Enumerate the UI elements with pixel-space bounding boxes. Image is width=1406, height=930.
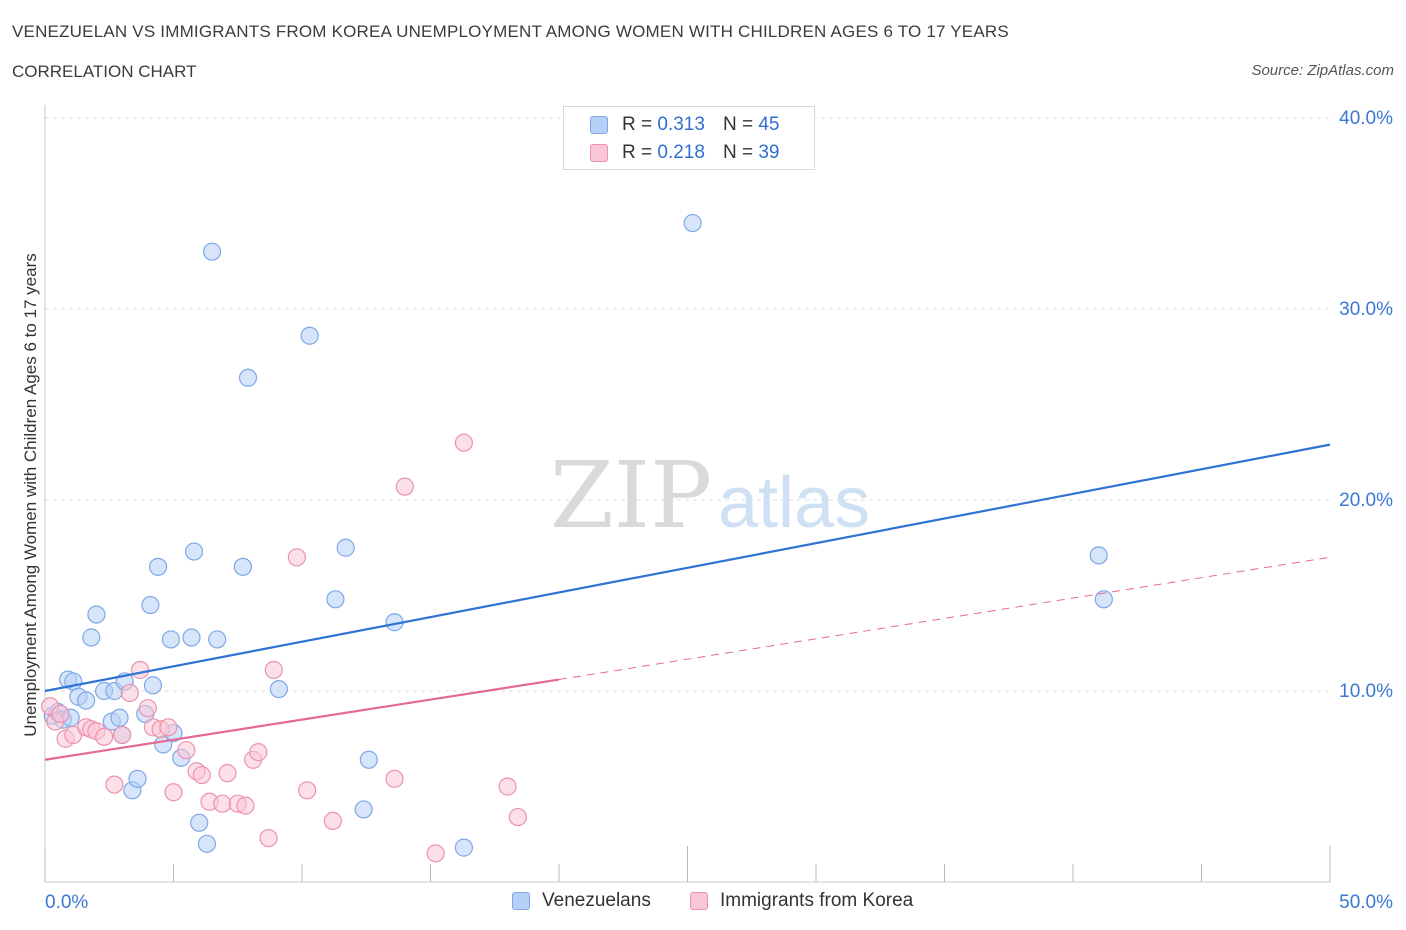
korea-point (323, 811, 342, 830)
venezuelan-point (359, 750, 378, 769)
venezuelan-point (184, 542, 204, 561)
venezuelan-point (683, 213, 702, 233)
korea-trend-line (44, 678, 560, 761)
korea-point (138, 699, 157, 718)
korea-point (249, 743, 268, 762)
korea-point (105, 775, 124, 794)
venezuelan-point (202, 242, 222, 261)
korea-point (177, 741, 196, 760)
bottom-legend-swatch-pink (690, 892, 708, 910)
venezuelan-point (1089, 546, 1108, 565)
venezuelan-point (110, 708, 129, 727)
korea-point (287, 548, 306, 567)
venezuelan-point (208, 630, 227, 649)
korea-point (454, 433, 474, 452)
y-tick-label: 40.0% (1339, 108, 1393, 129)
watermark-atlas: atlas (718, 463, 870, 543)
korea-point (236, 796, 255, 815)
legend-swatch-blue (590, 116, 608, 134)
venezuelan-point (233, 557, 252, 576)
legend-row-korea: R = 0.218 N = 39 (590, 142, 779, 164)
venezuelan-point (454, 838, 474, 857)
y-tick-label: 10.0% (1339, 681, 1393, 702)
y-tick-label: 20.0% (1339, 490, 1393, 511)
legend-n-value: 45 (758, 114, 780, 135)
correlation-legend: R = 0.313 N = 45 R = 0.218 N = 39 (563, 106, 815, 170)
venezuelan-point (336, 538, 355, 557)
venezuelan-point (148, 557, 168, 576)
venezuelan-point (82, 628, 101, 647)
korea-point (164, 783, 183, 802)
legend-swatch-pink (590, 144, 608, 162)
bottom-legend-korea: Immigrants from Korea (690, 890, 913, 912)
venezuelan-point (182, 628, 201, 647)
venezuelan-point (190, 813, 209, 832)
venezuelan-point (161, 630, 181, 649)
korea-point (120, 683, 139, 703)
legend-n-label: N = (722, 142, 754, 163)
korea-point (426, 844, 445, 863)
korea-point (95, 727, 114, 746)
chart-title: VENEZUELAN VS IMMIGRANTS FROM KOREA UNEM… (12, 22, 1009, 41)
korea-point (192, 765, 211, 785)
korea-point (385, 769, 404, 788)
bottom-legend-label: Venezuelans (542, 890, 651, 911)
legend-r-label: R = (622, 142, 653, 163)
venezuelan-point (128, 769, 147, 788)
legend-row-venezuelans: R = 0.313 N = 45 (590, 114, 779, 136)
legend-r-value: 0.313 (657, 114, 705, 135)
korea-point (159, 718, 178, 737)
venezuelan-point (269, 679, 288, 699)
venezuelan-point (326, 590, 345, 609)
korea-point (498, 777, 517, 796)
x-tick-label: 50.0% (1339, 892, 1393, 913)
venezuelan-trend-line (44, 443, 1331, 693)
korea-point (264, 660, 283, 680)
legend-n-label: N = (722, 114, 754, 135)
venezuelan-point (197, 834, 217, 853)
korea-point (130, 660, 150, 680)
y-axis-label: Unemployment Among Women with Children A… (21, 253, 40, 737)
bottom-legend-swatch-blue (512, 892, 530, 910)
venezuelan-point (354, 800, 373, 819)
source-label: Source: ZipAtlas.com (1251, 62, 1394, 79)
legend-r-value: 0.218 (657, 142, 705, 163)
korea-point (218, 764, 237, 783)
korea-point (51, 704, 70, 724)
y-tick-label: 30.0% (1339, 299, 1393, 320)
chart-subtitle: CORRELATION CHART (12, 62, 197, 81)
korea-point (395, 477, 414, 496)
venezuelan-point (238, 368, 258, 387)
venezuelan-point (143, 676, 163, 695)
bottom-legend-label: Immigrants from Korea (720, 890, 914, 911)
legend-n-value: 39 (758, 142, 780, 163)
x-tick-label: 0.0% (45, 892, 88, 913)
venezuelan-point (1094, 590, 1113, 609)
venezuelan-point (141, 595, 160, 615)
korea-point (112, 725, 132, 745)
venezuelan-point (300, 326, 319, 345)
korea-trend-extension (558, 556, 1331, 681)
korea-point (298, 781, 317, 800)
venezuelan-point (77, 691, 96, 710)
watermark-zip: ZIP (550, 442, 712, 549)
bottom-legend-venezuelans: Venezuelans (512, 890, 651, 912)
korea-point (508, 807, 527, 827)
korea-point (259, 828, 278, 848)
legend-r-label: R = (622, 114, 653, 135)
korea-point (213, 794, 232, 813)
venezuelan-point (87, 605, 106, 624)
